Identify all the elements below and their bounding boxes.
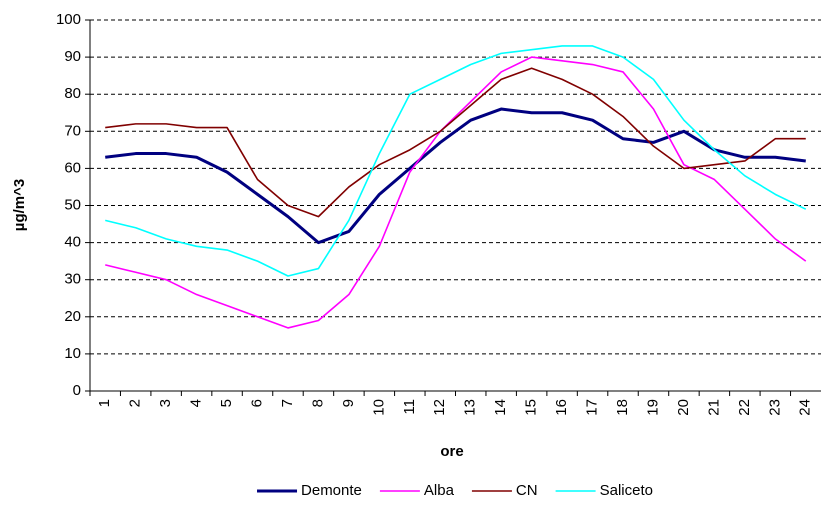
y-tick-label: 60 (64, 159, 81, 176)
y-tick-label: 0 (73, 382, 81, 399)
x-tick-label: 8 (309, 399, 326, 407)
y-tick-label: 10 (64, 345, 81, 362)
x-tick-label: 12 (431, 399, 448, 416)
x-tick-label: 2 (127, 399, 144, 407)
x-tick-label: 1 (96, 399, 113, 407)
x-tick-label: 24 (797, 399, 814, 416)
x-tick-label: 11 (401, 399, 418, 415)
data-line (105, 56, 807, 329)
x-tick-label: 7 (279, 399, 296, 407)
x-tick-label: 19 (644, 399, 661, 416)
y-tick-label: 20 (64, 308, 81, 325)
x-tick-label: 23 (766, 399, 783, 416)
y-tick-label: 90 (64, 48, 81, 65)
data-line (105, 45, 807, 277)
x-axis-label: ore (440, 443, 463, 460)
legend-label: CN (516, 482, 538, 499)
x-tick-label: 9 (340, 399, 357, 407)
legend-label: Demonte (301, 482, 362, 499)
x-tick-label: 6 (248, 399, 265, 407)
y-tick-label: 40 (64, 234, 81, 251)
x-tick-label: 22 (736, 399, 753, 416)
y-tick-label: 100 (56, 11, 81, 28)
legend-label: Alba (424, 482, 455, 499)
x-tick-label: 14 (492, 399, 509, 416)
x-tick-label: 13 (462, 399, 479, 416)
x-tick-label: 15 (523, 399, 540, 416)
y-tick-label: 30 (64, 271, 81, 288)
x-tick-label: 21 (705, 399, 722, 416)
x-tick-label: 17 (584, 399, 601, 416)
data-line (105, 107, 806, 245)
y-tick-label: 50 (64, 196, 81, 213)
x-tick-label: 4 (188, 399, 205, 407)
y-tick-label: 70 (64, 122, 81, 139)
x-tick-label: 5 (218, 399, 235, 407)
y-tick-label: 80 (64, 85, 81, 102)
data-line (105, 67, 806, 218)
x-tick-label: 16 (553, 399, 570, 416)
legend-label: Saliceto (600, 482, 653, 499)
x-tick-label: 3 (157, 399, 174, 407)
x-tick-label: 20 (675, 399, 692, 416)
x-tick-label: 10 (370, 399, 387, 416)
y-axis-label: µg/m^3 (11, 179, 28, 231)
x-tick-label: 18 (614, 399, 631, 416)
